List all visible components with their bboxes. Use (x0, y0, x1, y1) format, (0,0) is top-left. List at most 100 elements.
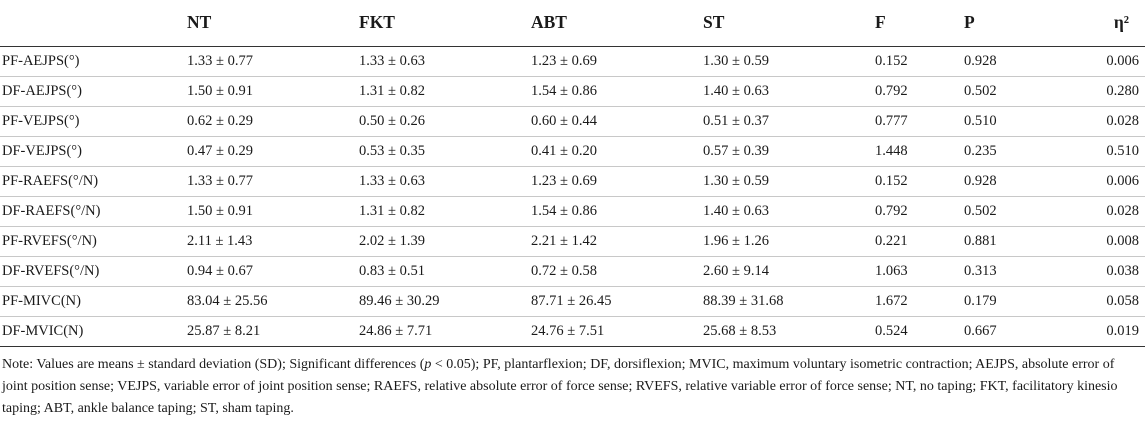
f-value: 0.524 (875, 322, 908, 339)
st-value: 2.60 ± 9.14 (703, 262, 769, 279)
table-row: DF-VEJPS(°) 0.47 ± 0.29 0.53 ± 0.35 0.41 ± … (0, 136, 1145, 166)
p-value: 0.179 (964, 292, 997, 309)
table-row: DF-MVIC(N) 25.87 ± 8.21 24.86 ± 7.71 24.76 … (0, 316, 1145, 346)
f-value: 0.792 (875, 202, 908, 219)
p-value: 0.502 (964, 82, 997, 99)
header-cell-st: ST (703, 12, 725, 33)
eta-squared-value: 0.008 (1106, 232, 1139, 249)
fkt-value: 0.50 ± 0.26 (359, 112, 425, 129)
abt-value: 1.54 ± 0.86 (531, 202, 597, 219)
table-row: DF-AEJPS(°) 1.50 ± 0.91 1.31 ± 0.82 1.54 ± … (0, 76, 1145, 106)
table-row: PF-RVEFS(°/N) 2.11 ± 1.43 2.02 ± 1.39 2.21 … (0, 226, 1145, 256)
note-text-end: < 0.05); PF, plantarflexion; DF, dorsifl… (2, 357, 1118, 416)
row-label: PF-MIVC(N) (2, 292, 81, 309)
st-value: 25.68 ± 8.53 (703, 322, 777, 339)
fkt-value: 89.46 ± 30.29 (359, 292, 440, 309)
note-p-italic: p (424, 357, 432, 372)
nt-value: 1.50 ± 0.91 (187, 202, 253, 219)
st-value: 88.39 ± 31.68 (703, 292, 784, 309)
abt-value: 0.41 ± 0.20 (531, 142, 597, 159)
nt-value: 1.33 ± 0.77 (187, 172, 253, 189)
fkt-value: 1.33 ± 0.63 (359, 52, 425, 69)
eta-squared-value: 0.028 (1106, 112, 1139, 129)
header-cell-f: F (875, 12, 886, 33)
eta-squared-value: 0.019 (1106, 322, 1139, 339)
table-row: DF-RVEFS(°/N) 0.94 ± 0.67 0.83 ± 0.51 0.72 … (0, 256, 1145, 286)
fkt-value: 24.86 ± 7.71 (359, 322, 433, 339)
eta-squared-value: 0.038 (1106, 262, 1139, 279)
st-value: 0.51 ± 0.37 (703, 112, 769, 129)
row-label: DF-AEJPS(°) (2, 82, 82, 99)
abt-value: 0.72 ± 0.58 (531, 262, 597, 279)
table-row: DF-RAEFS(°/N) 1.50 ± 0.91 1.31 ± 0.82 1.54 … (0, 196, 1145, 226)
nt-value: 2.11 ± 1.43 (187, 232, 253, 249)
st-value: 1.40 ± 0.63 (703, 82, 769, 99)
table-row: PF-RAEFS(°/N) 1.33 ± 0.77 1.33 ± 0.63 1.23 … (0, 166, 1145, 196)
note-text-start: Note: Values are means ± standard deviat… (2, 357, 425, 372)
p-value: 0.881 (964, 232, 997, 249)
st-value: 0.57 ± 0.39 (703, 142, 769, 159)
f-value: 0.792 (875, 82, 908, 99)
nt-value: 0.47 ± 0.29 (187, 142, 253, 159)
f-value: 0.152 (875, 172, 908, 189)
abt-value: 87.71 ± 26.45 (531, 292, 612, 309)
fkt-value: 2.02 ± 1.39 (359, 232, 425, 249)
abt-value: 0.60 ± 0.44 (531, 112, 597, 129)
nt-value: 25.87 ± 8.21 (187, 322, 261, 339)
table-body: PF-AEJPS(°) 1.33 ± 0.77 1.33 ± 0.63 1.23 ± … (0, 46, 1145, 346)
table-row: PF-MIVC(N) 83.04 ± 25.56 89.46 ± 30.29 87.7… (0, 286, 1145, 316)
header-cell-empty (0, 0, 187, 46)
st-value: 1.96 ± 1.26 (703, 232, 769, 249)
abt-value: 1.23 ± 0.69 (531, 172, 597, 189)
fkt-value: 1.31 ± 0.82 (359, 202, 425, 219)
row-label: DF-VEJPS(°) (2, 142, 82, 159)
f-value: 0.152 (875, 52, 908, 69)
st-value: 1.30 ± 0.59 (703, 172, 769, 189)
abt-value: 2.21 ± 1.42 (531, 232, 597, 249)
f-value: 1.063 (875, 262, 908, 279)
p-value: 0.928 (964, 172, 997, 189)
table-note: Note: Values are means ± standard deviat… (2, 354, 1142, 420)
row-label: PF-VEJPS(°) (2, 112, 80, 129)
abt-value: 24.76 ± 7.51 (531, 322, 605, 339)
nt-value: 0.94 ± 0.67 (187, 262, 253, 279)
row-label: DF-RAEFS(°/N) (2, 202, 101, 219)
p-value: 0.510 (964, 112, 997, 129)
eta-squared-value: 0.058 (1106, 292, 1139, 309)
p-value: 0.313 (964, 262, 997, 279)
header-cell-abt: ABT (531, 12, 567, 33)
nt-value: 0.62 ± 0.29 (187, 112, 253, 129)
f-value: 0.221 (875, 232, 908, 249)
header-row: NT FKT ABT ST F P η² (0, 0, 1145, 46)
st-value: 1.30 ± 0.59 (703, 52, 769, 69)
f-value: 1.672 (875, 292, 908, 309)
f-value: 0.777 (875, 112, 908, 129)
nt-value: 1.33 ± 0.77 (187, 52, 253, 69)
st-value: 1.40 ± 0.63 (703, 202, 769, 219)
nt-value: 83.04 ± 25.56 (187, 292, 268, 309)
header-cell-nt: NT (187, 12, 212, 33)
p-value: 0.502 (964, 202, 997, 219)
nt-value: 1.50 ± 0.91 (187, 82, 253, 99)
fkt-value: 1.33 ± 0.63 (359, 172, 425, 189)
table-header: NT FKT ABT ST F P η² (0, 0, 1145, 46)
row-label: PF-AEJPS(°) (2, 52, 80, 69)
row-label: DF-MVIC(N) (2, 322, 84, 339)
header-cell-p: P (964, 12, 975, 33)
p-value: 0.928 (964, 52, 997, 69)
abt-value: 1.23 ± 0.69 (531, 52, 597, 69)
table-row: PF-VEJPS(°) 0.62 ± 0.29 0.50 ± 0.26 0.60 ± … (0, 106, 1145, 136)
row-label: PF-RVEFS(°/N) (2, 232, 97, 249)
table-row: PF-AEJPS(°) 1.33 ± 0.77 1.33 ± 0.63 1.23 ± … (0, 46, 1145, 76)
f-value: 1.448 (875, 142, 908, 159)
eta-squared-value: 0.510 (1106, 142, 1139, 159)
p-value: 0.667 (964, 322, 997, 339)
abt-value: 1.54 ± 0.86 (531, 82, 597, 99)
eta-squared-value: 0.280 (1106, 82, 1139, 99)
eta-squared-value: 0.006 (1106, 52, 1139, 69)
header-cell-eta-squared: η² (1113, 12, 1129, 33)
row-label: DF-RVEFS(°/N) (2, 262, 100, 279)
fkt-value: 0.83 ± 0.51 (359, 262, 425, 279)
eta-squared-value: 0.028 (1106, 202, 1139, 219)
